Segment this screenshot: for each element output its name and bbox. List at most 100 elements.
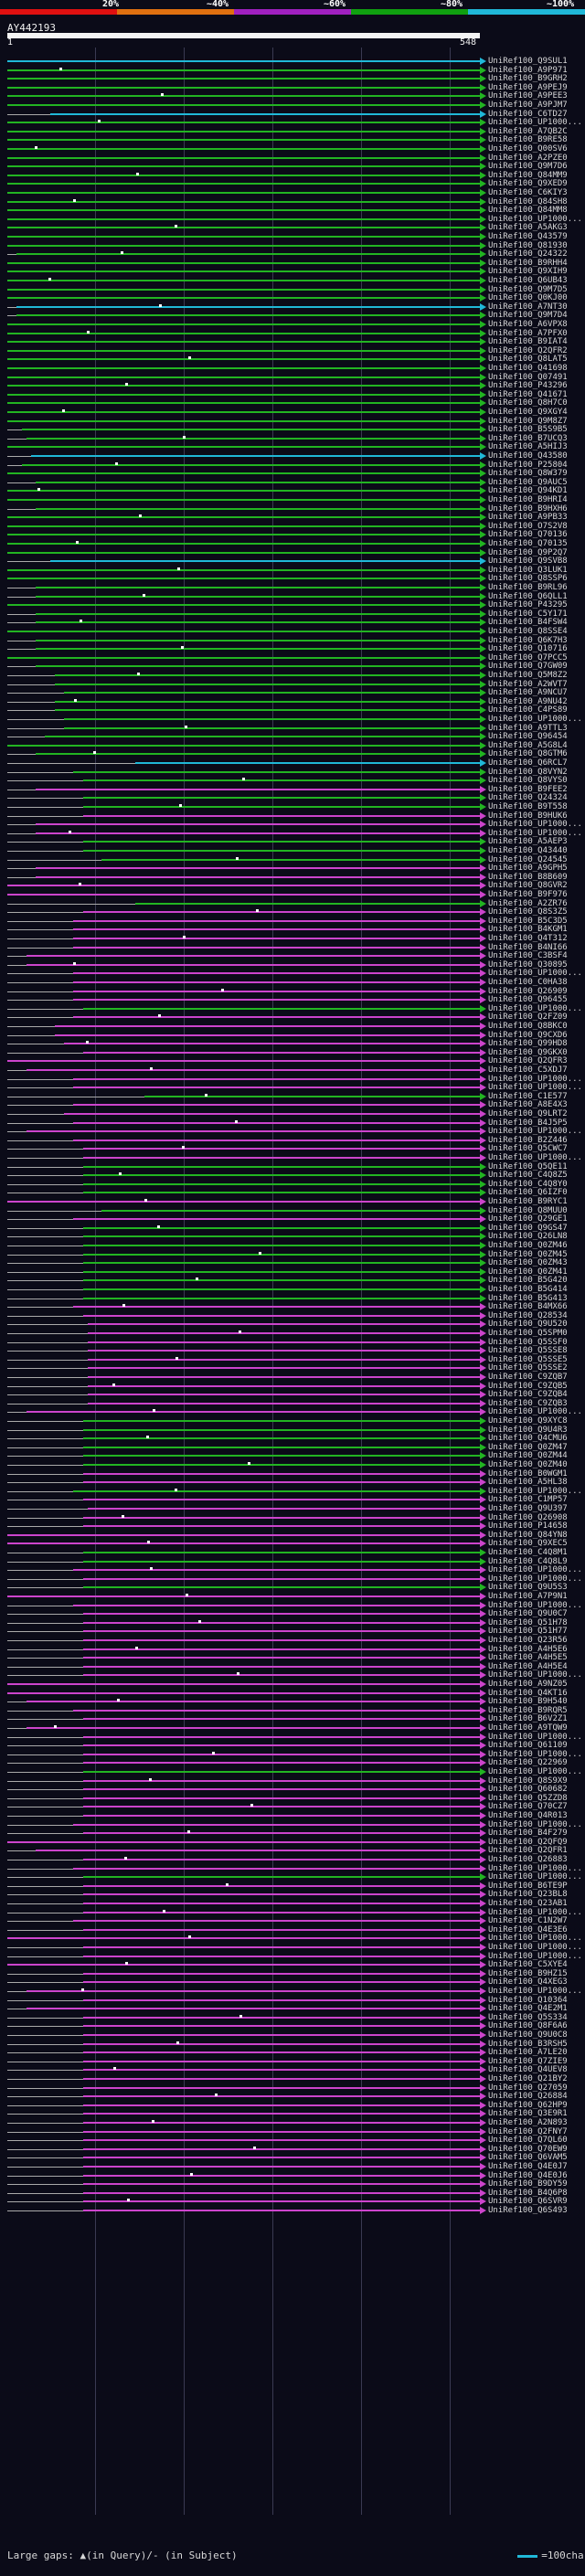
hit-alignment-bar[interactable] <box>82 1639 480 1641</box>
hit-label[interactable]: UniRef100_B9RE58 <box>488 135 568 145</box>
hit-label[interactable]: UniRef100_Q23AB1 <box>488 1899 568 1908</box>
hit-alignment-bar[interactable] <box>82 1279 480 1282</box>
hit-row[interactable]: UniRef100_Q70136 <box>0 530 585 540</box>
hit-alignment-bar[interactable] <box>82 1446 480 1448</box>
hit-row[interactable]: UniRef100_UP1000... <box>0 1820 585 1830</box>
hit-label[interactable]: UniRef100_Q8GVR2 <box>488 881 568 891</box>
hit-alignment-bar[interactable] <box>82 1437 480 1440</box>
hit-alignment-bar[interactable] <box>82 1621 480 1624</box>
hit-label[interactable]: UniRef100_Q9SUL1 <box>488 57 568 66</box>
hit-alignment-bar[interactable] <box>82 1051 480 1054</box>
hit-label[interactable]: UniRef100_Q8SSP6 <box>488 574 568 584</box>
hit-alignment-bar[interactable] <box>26 1990 480 1992</box>
hit-row[interactable]: UniRef100_P43296 <box>0 381 585 391</box>
hit-label[interactable]: UniRef100_A9TQW9 <box>488 1723 568 1733</box>
hit-row[interactable]: UniRef100_UP1000... <box>0 1487 585 1497</box>
hit-alignment-bar[interactable] <box>82 1911 480 1913</box>
hit-label[interactable]: UniRef100_A8E4X3 <box>488 1100 568 1110</box>
hit-row[interactable]: UniRef100_UP1000... <box>0 1153 585 1163</box>
hit-row[interactable]: UniRef100_C4PS89 <box>0 705 585 716</box>
hit-row[interactable]: UniRef100_C5XDJ7 <box>0 1065 585 1076</box>
hit-alignment-bar[interactable] <box>54 709 480 712</box>
hit-alignment-bar[interactable] <box>82 1262 480 1265</box>
hit-row[interactable]: UniRef100_A9PEJ9 <box>0 83 585 93</box>
hit-row[interactable]: UniRef100_C0HA38 <box>0 978 585 988</box>
hit-row[interactable]: UniRef100_Q9U4R3 <box>0 1426 585 1436</box>
hit-alignment-bar[interactable] <box>82 797 480 800</box>
hit-row[interactable]: UniRef100_UP1000... <box>0 1670 585 1680</box>
hit-alignment-bar[interactable] <box>82 2122 480 2124</box>
hit-alignment-bar[interactable] <box>64 718 480 720</box>
hit-row[interactable]: UniRef100_Q94KD1 <box>0 486 585 496</box>
hit-label[interactable]: UniRef100_B8B609 <box>488 872 568 882</box>
hit-row[interactable]: UniRef100_P25804 <box>0 461 585 471</box>
hit-alignment-bar[interactable] <box>7 130 480 133</box>
hit-alignment-bar[interactable] <box>7 1201 480 1203</box>
hit-row[interactable]: UniRef100_A4H5E6 <box>0 1645 585 1655</box>
hit-alignment-bar[interactable] <box>82 2174 480 2177</box>
hit-alignment-bar[interactable] <box>82 2069 480 2072</box>
hit-alignment-bar[interactable] <box>82 2130 480 2133</box>
hit-label[interactable]: UniRef100_Q9CXD6 <box>488 1030 568 1040</box>
hit-alignment-bar[interactable] <box>36 621 480 624</box>
hit-label[interactable]: UniRef100_Q94KD1 <box>488 486 568 496</box>
hit-label[interactable]: UniRef100_Q5SSE8 <box>488 1346 568 1356</box>
hit-label[interactable]: UniRef100_B9HRI4 <box>488 495 568 504</box>
hit-label[interactable]: UniRef100_Q6QLL1 <box>488 591 568 601</box>
hit-alignment-bar[interactable] <box>26 955 480 958</box>
hit-alignment-bar[interactable] <box>7 1937 480 1940</box>
hit-label[interactable]: UniRef100_C4Q8M1 <box>488 1548 568 1557</box>
hit-label[interactable]: UniRef100_A9PB33 <box>488 513 568 523</box>
hit-label[interactable]: UniRef100_Q9U397 <box>488 1504 568 1513</box>
hit-alignment-bar[interactable] <box>7 349 480 352</box>
hit-label[interactable]: UniRef100_UP1000... <box>488 1670 582 1680</box>
hit-alignment-bar[interactable] <box>36 481 480 483</box>
hit-alignment-bar[interactable] <box>73 1218 480 1221</box>
hit-alignment-bar[interactable] <box>82 1788 480 1791</box>
hit-alignment-bar[interactable] <box>82 1955 480 1957</box>
hit-alignment-bar[interactable] <box>82 1586 480 1589</box>
hit-label[interactable]: UniRef100_C1E577 <box>488 1091 568 1101</box>
hit-label[interactable]: UniRef100_A6VPX8 <box>488 320 568 329</box>
hit-label[interactable]: UniRef100_Q5SSE5 <box>488 1354 568 1364</box>
hit-label[interactable]: UniRef100_Q28534 <box>488 1310 568 1320</box>
hit-row[interactable]: UniRef100_Q6K7H3 <box>0 636 585 646</box>
hit-label[interactable]: UniRef100_Q60682 <box>488 1785 568 1795</box>
hit-label[interactable]: UniRef100_C9ZQB3 <box>488 1398 568 1408</box>
hit-alignment-bar[interactable] <box>7 525 480 527</box>
hit-row[interactable]: UniRef100_UP1000... <box>0 1574 585 1585</box>
hit-row[interactable]: UniRef100_B4J5P5 <box>0 1118 585 1129</box>
hit-alignment-bar[interactable] <box>21 463 480 466</box>
hit-alignment-bar[interactable] <box>7 472 480 475</box>
hit-alignment-bar[interactable] <box>73 946 480 949</box>
hit-label[interactable]: UniRef100_A2N893 <box>488 2118 568 2127</box>
hit-alignment-bar[interactable] <box>82 1481 480 1484</box>
hit-alignment-bar[interactable] <box>87 1350 480 1352</box>
hit-row[interactable]: UniRef100_Q5SSE5 <box>0 1355 585 1365</box>
hit-row[interactable]: UniRef100_B9GRH2 <box>0 74 585 84</box>
hit-alignment-bar[interactable] <box>82 1297 480 1299</box>
hit-alignment-bar[interactable] <box>82 2210 480 2211</box>
hit-alignment-bar[interactable] <box>49 112 480 115</box>
hit-alignment-bar[interactable] <box>7 86 480 89</box>
hit-label[interactable]: UniRef100_B9HUK6 <box>488 811 568 821</box>
hit-row[interactable]: UniRef100_UP1000... <box>0 1908 585 1918</box>
hit-row[interactable]: UniRef100_B5G420 <box>0 1276 585 1286</box>
hit-label[interactable]: UniRef100_Q6UB43 <box>488 276 568 285</box>
hit-label[interactable]: UniRef100_UP1000... <box>488 820 582 830</box>
hit-alignment-bar[interactable] <box>82 2060 480 2062</box>
hit-row[interactable]: UniRef100_A9PB33 <box>0 513 585 523</box>
hit-alignment-bar[interactable] <box>36 823 480 826</box>
hit-row[interactable]: UniRef100_UP1000... <box>0 1075 585 1085</box>
hit-label[interactable]: UniRef100_B9F976 <box>488 890 568 899</box>
hit-label[interactable]: UniRef100_B4MX66 <box>488 1302 568 1312</box>
hit-label[interactable]: UniRef100_Q7PCC5 <box>488 652 568 663</box>
hit-row[interactable]: UniRef100_Q8VYS0 <box>0 776 585 786</box>
hit-row[interactable]: UniRef100_Q4E3E6 <box>0 1925 585 1935</box>
hit-label[interactable]: UniRef100_Q7QL60 <box>488 2136 568 2146</box>
hit-label[interactable]: UniRef100_Q5M8Z2 <box>488 671 568 680</box>
hit-row[interactable]: UniRef100_B9RHH4 <box>0 259 585 269</box>
hit-label[interactable]: UniRef100_Q84MM8 <box>488 206 568 216</box>
hit-label[interactable]: UniRef100_C4Q8L9 <box>488 1556 568 1566</box>
hit-label[interactable]: UniRef100_A9NU42 <box>488 696 568 706</box>
